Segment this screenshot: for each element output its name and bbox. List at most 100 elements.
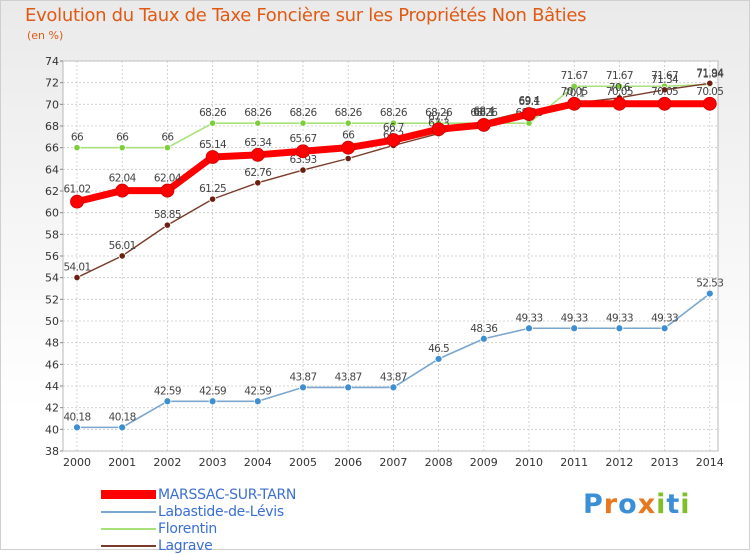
data-point-lagrave <box>254 179 262 187</box>
data-point-florentin <box>389 119 397 127</box>
y-tick-label: 52 <box>45 293 59 306</box>
data-label-marssac-sur-tarn: 65.34 <box>244 137 272 149</box>
data-label-labastide-de-l-vis: 49.33 <box>606 312 633 324</box>
data-label-marssac-sur-tarn: 65.67 <box>289 133 316 145</box>
x-tick-label: 2011 <box>560 456 588 469</box>
data-label-florentin: 66 <box>71 132 84 144</box>
data-point-labastide-de-l-vis <box>163 397 172 406</box>
data-label-florentin: 68.26 <box>380 107 408 119</box>
y-tick-label: 58 <box>45 228 59 241</box>
data-point-labastide-de-l-vis <box>705 289 714 298</box>
data-label-marssac-sur-tarn: 70.05 <box>561 86 588 98</box>
y-tick-label: 74 <box>45 55 59 68</box>
x-tick-label: 2004 <box>244 456 272 469</box>
data-point-marssac-sur-tarn <box>386 133 401 147</box>
data-label-florentin: 66 <box>161 132 174 144</box>
data-label-marssac-sur-tarn: 62.04 <box>109 173 137 185</box>
data-point-labastide-de-l-vis <box>208 397 217 406</box>
data-label-marssac-sur-tarn: 61.02 <box>63 184 90 196</box>
y-tick-label: 40 <box>45 423 59 436</box>
data-point-florentin <box>73 144 81 152</box>
x-tick-label: 2009 <box>470 456 498 469</box>
data-point-lagrave <box>163 221 171 229</box>
data-point-lagrave <box>660 86 669 94</box>
x-tick-label: 2014 <box>696 456 724 469</box>
data-point-marssac-sur-tarn <box>70 194 84 209</box>
logo-letter: P <box>583 489 604 520</box>
data-label-lagrave: 63.93 <box>289 154 316 166</box>
line-chart: 38 40 42 44 46 48 50 52 54 56 58 60 62 64 66 68 70 72 74 20… <box>45 55 725 469</box>
data-point-labastide-de-l-vis <box>389 383 398 392</box>
y-tick-label: 38 <box>45 445 59 458</box>
legend-label: Lagrave <box>158 537 213 554</box>
y-tick-label: 56 <box>45 250 59 263</box>
data-point-lagrave <box>344 154 352 163</box>
data-point-marssac-sur-tarn <box>160 183 175 198</box>
legend: MARSSAC-SUR-TARN Labastide-de-Lévis Flor… <box>101 486 296 554</box>
data-label-lagrave: 62.76 <box>244 167 272 179</box>
data-label-lagrave: 54.01 <box>63 262 90 274</box>
data-label-labastide-de-l-vis: 49.33 <box>651 312 678 324</box>
data-point-marssac-sur-tarn <box>612 96 627 111</box>
data-label-labastide-de-l-vis: 43.87 <box>335 371 362 383</box>
data-point-florentin <box>163 144 171 152</box>
data-label-florentin: 71.67 <box>561 70 588 82</box>
x-tick-label: 2005 <box>289 456 317 469</box>
legend-item-lagrave: Lagrave <box>101 537 296 554</box>
legend-label: Labastide-de-Lévis <box>158 503 284 520</box>
y-tick-label: 48 <box>45 337 59 350</box>
legend-label: Florentin <box>158 520 217 537</box>
data-label-florentin: 68.26 <box>335 107 363 119</box>
data-point-marssac-sur-tarn <box>250 147 265 162</box>
y-tick-label: 62 <box>45 185 59 198</box>
y-tick-label: 70 <box>45 98 59 111</box>
x-tick-label: 2008 <box>425 456 453 469</box>
x-tick-label: 2010 <box>515 456 543 469</box>
data-label-florentin: 68.26 <box>289 107 317 119</box>
x-tick-label: 2013 <box>651 456 679 469</box>
data-point-marssac-sur-tarn <box>522 107 536 121</box>
data-label-florentin: 68.26 <box>425 107 453 119</box>
data-label-lagrave: 68.4 <box>473 106 495 118</box>
data-point-marssac-sur-tarn <box>702 96 717 111</box>
data-point-florentin <box>344 119 352 127</box>
data-label-labastide-de-l-vis: 43.87 <box>380 371 407 383</box>
y-tick-label: 46 <box>45 358 59 371</box>
chart-subtitle: (en %) <box>27 29 64 42</box>
data-label-marssac-sur-tarn: 65.14 <box>199 139 227 151</box>
data-label-marssac-sur-tarn: 66.7 <box>383 122 404 134</box>
data-label-florentin: 71.67 <box>651 70 678 82</box>
data-label-marssac-sur-tarn: 70.05 <box>651 86 678 98</box>
data-point-florentin <box>254 119 262 127</box>
legend-item-marssac: MARSSAC-SUR-TARN <box>101 486 296 503</box>
data-point-labastide-de-l-vis <box>479 334 488 343</box>
y-tick-label: 64 <box>45 163 59 176</box>
y-tick-label: 54 <box>45 272 59 285</box>
data-point-labastide-de-l-vis <box>570 324 579 333</box>
data-label-florentin: 66 <box>116 132 129 144</box>
data-label-labastide-de-l-vis: 42.59 <box>199 385 226 397</box>
data-point-florentin <box>570 82 578 90</box>
legend-swatch <box>101 510 156 513</box>
data-point-marssac-sur-tarn <box>476 118 491 132</box>
data-label-marssac-sur-tarn: 70.05 <box>696 86 723 98</box>
data-point-labastide-de-l-vis <box>118 423 127 432</box>
chart-title: Evolution du Taux de Taxe Foncière sur l… <box>25 5 587 26</box>
legend-item-labastide: Labastide-de-Lévis <box>101 503 296 520</box>
legend-swatch <box>101 527 156 530</box>
logo-letter: i <box>656 489 667 520</box>
data-label-florentin: 71.67 <box>606 70 633 82</box>
data-label-labastide-de-l-vis: 52.53 <box>696 278 723 290</box>
data-point-marssac-sur-tarn <box>657 96 672 111</box>
data-label-florentin: 68.26 <box>244 107 272 119</box>
data-label-labastide-de-l-vis: 40.18 <box>109 411 136 423</box>
data-label-lagrave: 56.01 <box>109 240 136 252</box>
y-tick-label: 42 <box>45 402 59 415</box>
data-label-labastide-de-l-vis: 46.5 <box>428 343 449 355</box>
data-point-florentin <box>118 144 126 152</box>
data-point-lagrave <box>118 252 126 260</box>
data-point-labastide-de-l-vis <box>253 397 262 406</box>
data-label-labastide-de-l-vis: 43.87 <box>289 371 316 383</box>
logo-letter: x <box>637 489 657 520</box>
